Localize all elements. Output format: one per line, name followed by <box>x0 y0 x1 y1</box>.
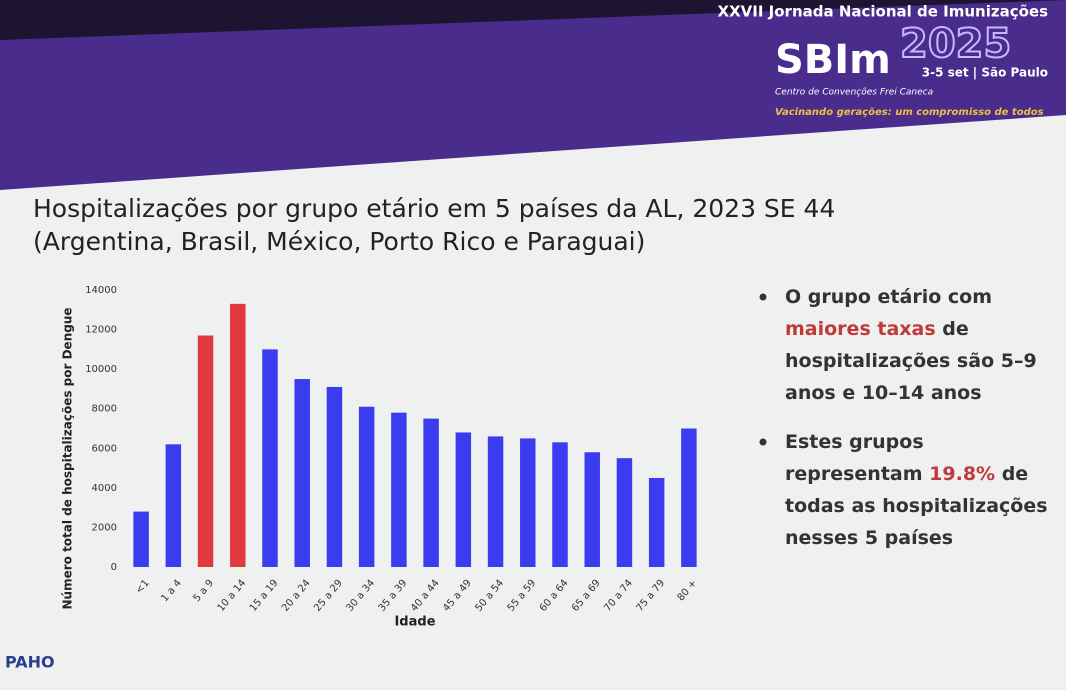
y-axis-label: Número total de hospitalizações por Deng… <box>61 307 75 609</box>
y-tick-label: 10000 <box>85 364 117 375</box>
bar <box>391 412 407 567</box>
dates: 3-5 set | São Paulo <box>922 66 1048 80</box>
bar <box>616 458 633 567</box>
bar <box>230 303 246 567</box>
bar <box>487 436 504 567</box>
bullet-line: anos e 10–14 anos <box>785 382 982 404</box>
bullet-line: Estes grupos <box>785 431 924 453</box>
motto: Vacinando gerações: um compromisso de to… <box>775 107 1044 118</box>
bar <box>423 418 439 567</box>
bullet-dot <box>759 293 767 301</box>
bar <box>165 444 182 567</box>
bar <box>552 442 568 567</box>
y-tick-label: 2000 <box>92 522 117 533</box>
bullet-text: hospitalizações são 5–9 <box>785 350 1037 372</box>
y-tick-label: 0 <box>111 562 117 573</box>
bullet-line: maiores taxas de <box>785 318 969 340</box>
bullet-text: O grupo etário com <box>785 286 992 308</box>
year: 2025 <box>900 21 1011 67</box>
title: (Argentina, Brasil, México, Porto Rico e… <box>33 227 645 256</box>
bullet-line: O grupo etário com <box>785 286 992 308</box>
footer-logo: PAHO <box>5 653 55 672</box>
bar <box>326 386 343 567</box>
bar <box>584 452 600 567</box>
title: Hospitalizações por grupo etário em 5 pa… <box>33 194 835 223</box>
bullet-line: nesses 5 países <box>785 527 953 549</box>
x-axis-label: Idade <box>394 615 435 630</box>
y-tick-label: 4000 <box>92 483 117 494</box>
bar <box>681 428 697 567</box>
bullet-text: maiores taxas <box>785 318 936 340</box>
bullet-line: hospitalizações são 5–9 <box>785 350 1037 372</box>
bar <box>133 511 149 567</box>
bullet-text: anos e 10–14 anos <box>785 382 982 404</box>
venue: Centro de Convenções Frei Caneca <box>775 88 933 98</box>
bullet-text: todas as hospitalizações <box>785 495 1048 517</box>
bullet-line: todas as hospitalizações <box>785 495 1048 517</box>
y-tick-label: 12000 <box>85 325 117 336</box>
bullet-line: representam 19.8% de <box>785 463 1028 485</box>
bar <box>197 335 214 567</box>
bar <box>648 477 665 567</box>
y-tick-label: 8000 <box>92 404 117 415</box>
bar <box>262 349 278 567</box>
bar <box>294 379 310 567</box>
bar <box>358 406 375 567</box>
bar <box>455 432 472 567</box>
bullet-text: 19.8% <box>929 463 995 485</box>
bullet-text: de <box>995 463 1028 485</box>
bullet-dot <box>759 438 767 446</box>
bar <box>520 438 536 567</box>
bullet-text: nesses 5 países <box>785 527 953 549</box>
bullet-text: de <box>936 318 969 340</box>
bullet-text: representam <box>785 463 929 485</box>
brand: SBIm <box>775 37 891 83</box>
event-name: XXVII Jornada Nacional de Imunizações <box>718 3 1049 21</box>
y-tick-label: 6000 <box>92 443 117 454</box>
bullet-text: Estes grupos <box>785 431 924 453</box>
y-tick-label: 14000 <box>85 285 117 296</box>
